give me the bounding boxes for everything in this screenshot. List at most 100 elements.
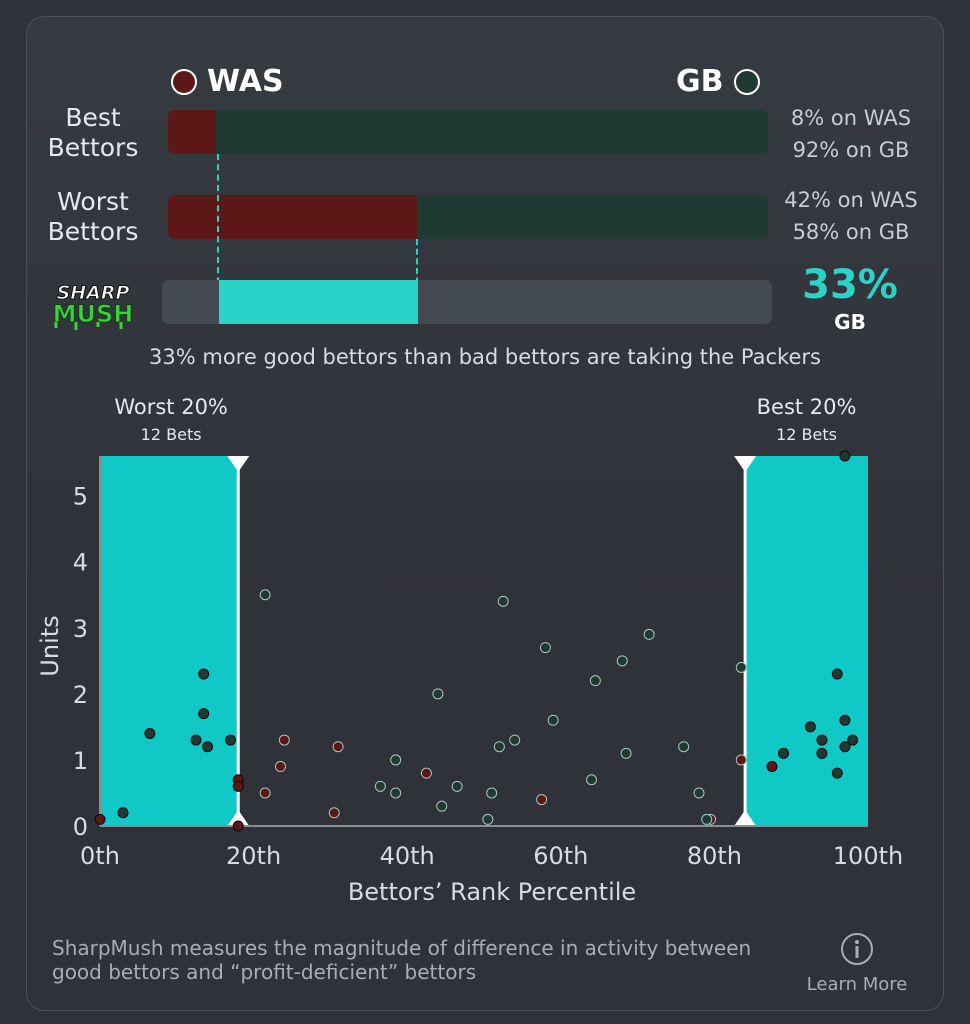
- gb-data-point: [778, 747, 790, 759]
- gb-data-point: [259, 589, 271, 601]
- worst-split-dashed-line: [416, 239, 418, 303]
- x-tick-label: 80th: [687, 842, 742, 870]
- was-data-point: [232, 780, 244, 792]
- gb-color-dot: [733, 68, 760, 95]
- gb-data-point: [539, 642, 551, 654]
- gb-data-point: [839, 741, 851, 753]
- worst-gb-pct: 58% on GB: [792, 220, 910, 244]
- gb-data-point: [482, 813, 494, 825]
- footer-description: SharpMush measures the magnitude of diff…: [52, 936, 752, 984]
- worst-bettors-bar: [168, 195, 768, 239]
- gb-data-point: [831, 767, 843, 779]
- best-was-pct: 8% on WAS: [790, 106, 912, 130]
- was-data-point: [766, 761, 778, 773]
- best-bettors-bar: [168, 110, 768, 154]
- sharpmush-summary: 33% more good bettors than bad bettors a…: [149, 345, 821, 369]
- gb-data-point: [497, 595, 509, 607]
- rank-scatter-chart: Worst 20% 12 Bets Best 20% 12 Bets 0 1 2 3 4…: [36, 395, 903, 906]
- gb-data-point: [735, 661, 747, 673]
- was-data-point: [259, 787, 271, 799]
- best-split-dashed-line: [217, 154, 219, 304]
- boundary-bottom-handle[interactable]: [734, 810, 757, 826]
- gb-data-point: [198, 668, 210, 680]
- gb-data-point: [509, 734, 521, 746]
- svg-text:12 Bets: 12 Bets: [141, 425, 202, 444]
- was-color-dot: [171, 68, 197, 95]
- gb-data-point: [616, 655, 628, 667]
- y-tick-label: 5: [73, 483, 88, 511]
- gb-data-point: [816, 747, 828, 759]
- svg-text:Worst 20%: Worst 20%: [114, 395, 228, 419]
- gb-data-point: [432, 688, 444, 700]
- svg-text:12 Bets: 12 Bets: [776, 425, 837, 444]
- x-axis-label: Bettors’ Rank Percentile: [348, 878, 636, 906]
- svg-text:Best 20%: Best 20%: [757, 395, 857, 419]
- gb-data-point: [144, 728, 156, 739]
- worst-was-segment: [168, 195, 417, 239]
- best-bettors-pcts: 8% on WAS 92% on GB: [766, 102, 936, 166]
- gb-data-point: [486, 787, 498, 799]
- gb-data-point: [451, 780, 463, 792]
- gb-data-point: [198, 708, 210, 720]
- y-tick-label: 3: [73, 615, 88, 643]
- gb-data-point: [847, 734, 859, 746]
- was-data-point: [420, 767, 432, 779]
- was-data-point: [332, 741, 344, 753]
- away-team-abbr: WAS: [207, 64, 284, 99]
- home-team-header: GB: [676, 64, 760, 99]
- gb-data-point: [589, 675, 601, 687]
- was-data-point: [94, 813, 106, 825]
- boundary-top-handle[interactable]: [227, 456, 250, 472]
- x-tick-label: 40th: [380, 842, 435, 870]
- best-label-line2: Bettors: [47, 133, 139, 162]
- worst-label-line1: Worst: [57, 187, 129, 216]
- learn-more-button[interactable]: Learn More: [802, 932, 912, 995]
- gb-data-point: [374, 780, 386, 792]
- gb-data-point: [620, 747, 632, 759]
- y-tick-label: 4: [73, 549, 88, 577]
- boundary-bottom-handle[interactable]: [227, 810, 250, 826]
- gb-data-point: [831, 668, 843, 680]
- gb-data-point: [493, 741, 505, 753]
- gb-data-point: [701, 813, 713, 825]
- svg-text:SHARP: SHARP: [57, 282, 130, 304]
- gb-data-point: [678, 741, 690, 753]
- worst-bettors-pcts: 42% on WAS 58% on GB: [766, 184, 936, 248]
- worst-20-highlight: Worst 20% 12 Bets: [100, 395, 239, 826]
- worst-bettors-label: Worst Bettors: [28, 187, 158, 247]
- best-20-highlight: Best 20% 12 Bets: [745, 395, 868, 826]
- sharpmush-team: GB: [834, 310, 866, 334]
- gb-data-point: [839, 714, 851, 726]
- away-team-header: WAS: [171, 64, 284, 99]
- was-data-point: [274, 761, 286, 773]
- gb-data-point: [547, 714, 559, 726]
- x-tick-label: 60th: [533, 842, 588, 870]
- gb-data-point: [643, 628, 655, 640]
- boundary-top-handle[interactable]: [734, 456, 757, 472]
- best-bettors-label: Best Bettors: [28, 103, 158, 163]
- x-tick-label: 0th: [80, 842, 120, 870]
- y-tick-label: 0: [73, 813, 88, 841]
- was-data-point: [735, 754, 747, 766]
- best-was-segment: [168, 110, 216, 154]
- gb-data-point: [202, 741, 214, 753]
- info-icon: [841, 933, 873, 965]
- was-data-point: [232, 820, 244, 832]
- was-data-point: [328, 807, 340, 819]
- learn-more-label: Learn More: [806, 974, 908, 995]
- gb-data-point: [586, 774, 598, 786]
- gb-data-point: [816, 734, 828, 746]
- sharpmush-fill: [219, 280, 418, 324]
- x-tick-label: 100th: [833, 842, 903, 870]
- worst-label-line2: Bettors: [47, 217, 139, 246]
- gb-data-point: [390, 787, 402, 799]
- best-label-line1: Best: [65, 103, 121, 132]
- gb-data-point: [390, 754, 402, 766]
- best-gb-pct: 92% on GB: [792, 138, 910, 162]
- x-tick-label: 20th: [226, 842, 281, 870]
- gb-data-point: [693, 787, 705, 799]
- gb-data-point: [436, 800, 448, 812]
- gb-data-point: [839, 450, 851, 462]
- y-axis-label: Units: [36, 615, 64, 676]
- gb-data-point: [117, 807, 129, 819]
